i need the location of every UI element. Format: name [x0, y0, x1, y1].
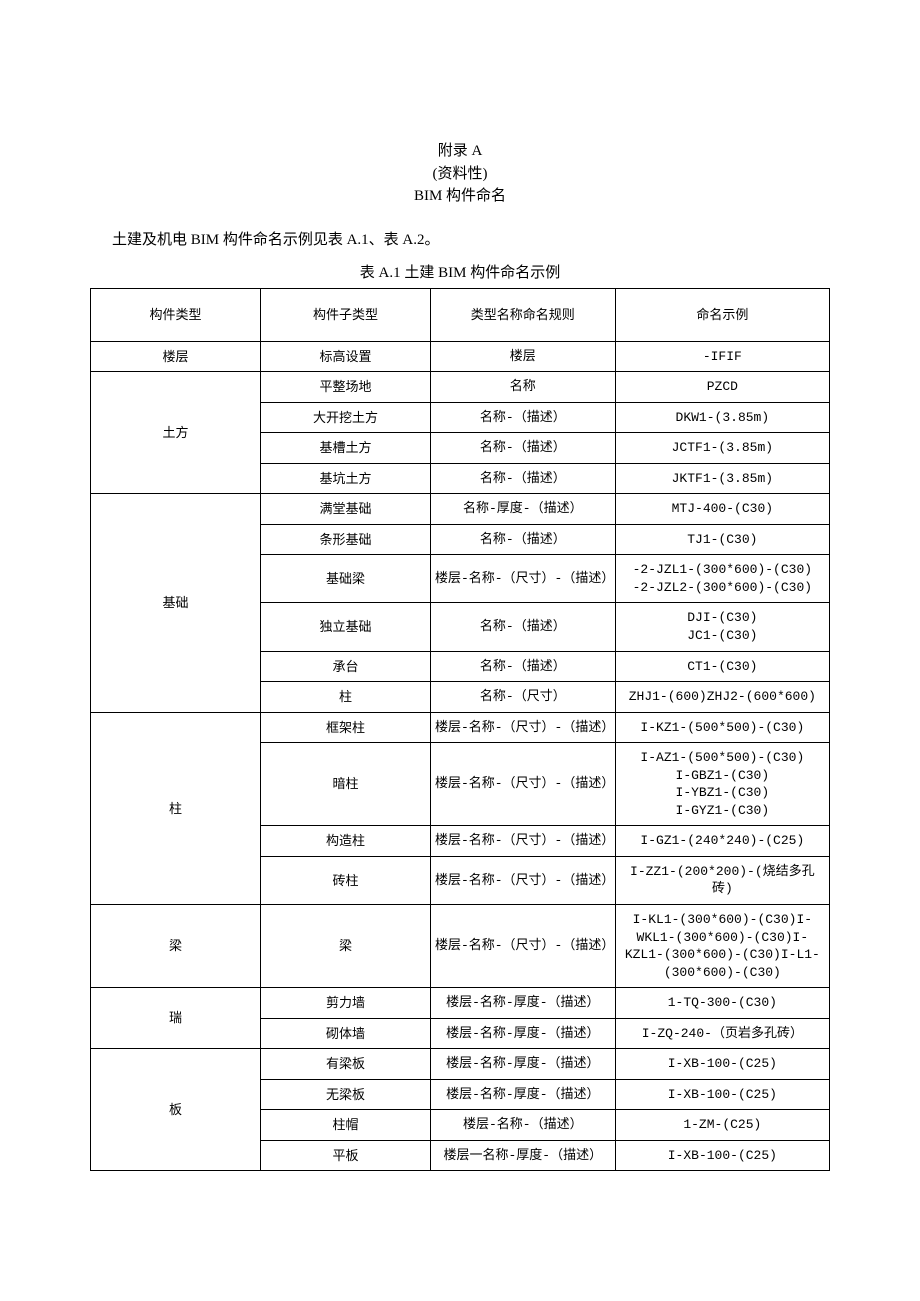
- col-header-example: 命名示例: [615, 288, 829, 341]
- cell-rule: 楼层-名称-（描述）: [430, 1110, 615, 1141]
- table-caption: 表 A.1 土建 BIM 构件命名示例: [90, 261, 830, 282]
- cell-example: DJI-(C30) JC1-(C30): [615, 603, 829, 651]
- cell-example: I-XB-100-(C25): [615, 1079, 829, 1110]
- cell-rule: 名称-（描述）: [430, 524, 615, 555]
- intro-text: 土建及机电 BIM 构件命名示例见表 A.1、表 A.2。: [112, 228, 830, 249]
- cell-subtype: 框架柱: [260, 712, 430, 743]
- cell-subtype: 满堂基础: [260, 494, 430, 525]
- cell-rule: 名称: [430, 372, 615, 403]
- header-line-3: BIM 构件命名: [90, 185, 830, 208]
- cell-example: I-ZZ1-(200*200)-(烧结多孔砖): [615, 856, 829, 904]
- appendix-header: 附录 A (资料性) BIM 构件命名: [90, 140, 830, 208]
- cell-rule: 名称-（描述）: [430, 463, 615, 494]
- table-row: 楼层标高设置楼层-IFIF: [91, 341, 830, 372]
- cell-example: I-ZQ-240-（页岩多孔砖）: [615, 1018, 829, 1049]
- cell-example: I-XB-100-(C25): [615, 1140, 829, 1171]
- cell-example: 1-TQ-300-(C30): [615, 988, 829, 1019]
- table-row: 柱框架柱楼层-名称-（尺寸）-（描述）I-KZ1-(500*500)-(C30): [91, 712, 830, 743]
- cell-type: 柱: [91, 712, 261, 904]
- cell-subtype: 条形基础: [260, 524, 430, 555]
- cell-rule: 名称-厚度-（描述）: [430, 494, 615, 525]
- cell-example: JKTF1-(3.85m): [615, 463, 829, 494]
- cell-type: 基础: [91, 494, 261, 712]
- cell-example: CT1-(C30): [615, 651, 829, 682]
- cell-subtype: 剪力墙: [260, 988, 430, 1019]
- cell-subtype: 砖柱: [260, 856, 430, 904]
- cell-example: I-AZ1-(500*500)-(C30) I-GBZ1-(C30) I-YBZ…: [615, 743, 829, 826]
- cell-example: ZHJ1-(600)ZHJ2-(600*600): [615, 682, 829, 713]
- table-row: 板有梁板楼层-名称-厚度-（描述）I-XB-100-(C25): [91, 1049, 830, 1080]
- cell-rule: 楼层-名称-（尺寸）-（描述）: [430, 826, 615, 857]
- col-header-subtype: 构件子类型: [260, 288, 430, 341]
- cell-example: I-XB-100-(C25): [615, 1049, 829, 1080]
- cell-subtype: 柱: [260, 682, 430, 713]
- cell-rule: 楼层: [430, 341, 615, 372]
- table-row: 瑞剪力墙楼层-名称-厚度-（描述）1-TQ-300-(C30): [91, 988, 830, 1019]
- cell-rule: 楼层-名称-厚度-（描述）: [430, 1079, 615, 1110]
- cell-subtype: 基槽土方: [260, 433, 430, 464]
- cell-example: -IFIF: [615, 341, 829, 372]
- cell-subtype: 柱帽: [260, 1110, 430, 1141]
- cell-subtype: 构造柱: [260, 826, 430, 857]
- cell-rule: 楼层-名称-（尺寸）-（描述）: [430, 856, 615, 904]
- cell-subtype: 有梁板: [260, 1049, 430, 1080]
- cell-example: MTJ-400-(C30): [615, 494, 829, 525]
- cell-rule: 名称-（尺寸）: [430, 682, 615, 713]
- cell-rule: 楼层-名称-（尺寸）-（描述）: [430, 712, 615, 743]
- header-line-1: 附录 A: [90, 140, 830, 163]
- cell-rule: 名称-（描述）: [430, 402, 615, 433]
- cell-subtype: 平整场地: [260, 372, 430, 403]
- cell-rule: 楼层-名称-厚度-（描述）: [430, 1049, 615, 1080]
- cell-rule: 楼层-名称-厚度-（描述）: [430, 1018, 615, 1049]
- cell-example: I-KL1-(300*600)-(C30)I-WKL1-(300*600)-(C…: [615, 904, 829, 987]
- cell-example: PZCD: [615, 372, 829, 403]
- col-header-rule: 类型名称命名规则: [430, 288, 615, 341]
- cell-example: I-GZ1-(240*240)-(C25): [615, 826, 829, 857]
- cell-rule: 楼层-名称-（尺寸）-（描述）: [430, 555, 615, 603]
- table-header-row: 构件类型 构件子类型 类型名称命名规则 命名示例: [91, 288, 830, 341]
- table-row: 梁梁楼层-名称-（尺寸）-（描述）I-KL1-(300*600)-(C30)I-…: [91, 904, 830, 987]
- cell-example: JCTF1-(3.85m): [615, 433, 829, 464]
- col-header-type: 构件类型: [91, 288, 261, 341]
- cell-subtype: 无梁板: [260, 1079, 430, 1110]
- cell-rule: 楼层-名称-（尺寸）-（描述）: [430, 743, 615, 826]
- cell-example: 1-ZM-(C25): [615, 1110, 829, 1141]
- cell-subtype: 标高设置: [260, 341, 430, 372]
- cell-subtype: 承台: [260, 651, 430, 682]
- table-row: 基础满堂基础名称-厚度-（描述）MTJ-400-(C30): [91, 494, 830, 525]
- cell-example: I-KZ1-(500*500)-(C30): [615, 712, 829, 743]
- cell-subtype: 独立基础: [260, 603, 430, 651]
- cell-example: TJ1-(C30): [615, 524, 829, 555]
- cell-type: 楼层: [91, 341, 261, 372]
- cell-type: 瑞: [91, 988, 261, 1049]
- cell-type: 板: [91, 1049, 261, 1171]
- cell-rule: 名称-（描述）: [430, 651, 615, 682]
- cell-subtype: 暗柱: [260, 743, 430, 826]
- cell-subtype: 梁: [260, 904, 430, 987]
- cell-subtype: 基础梁: [260, 555, 430, 603]
- cell-subtype: 砌体墙: [260, 1018, 430, 1049]
- cell-rule: 名称-（描述）: [430, 433, 615, 464]
- cell-subtype: 大开挖土方: [260, 402, 430, 433]
- table-row: 土方平整场地名称PZCD: [91, 372, 830, 403]
- cell-rule: 楼层一名称-厚度-（描述）: [430, 1140, 615, 1171]
- cell-type: 土方: [91, 372, 261, 494]
- cell-type: 梁: [91, 904, 261, 987]
- cell-rule: 名称-（描述）: [430, 603, 615, 651]
- cell-subtype: 平板: [260, 1140, 430, 1171]
- naming-table: 构件类型 构件子类型 类型名称命名规则 命名示例 楼层标高设置楼层-IFIF土方…: [90, 288, 830, 1172]
- cell-subtype: 基坑土方: [260, 463, 430, 494]
- cell-rule: 楼层-名称-（尺寸）-（描述）: [430, 904, 615, 987]
- cell-example: DKW1-(3.85m): [615, 402, 829, 433]
- cell-example: -2-JZL1-(300*600)-(C30) -2-JZL2-(300*600…: [615, 555, 829, 603]
- document-page: 附录 A (资料性) BIM 构件命名 土建及机电 BIM 构件命名示例见表 A…: [0, 0, 920, 1231]
- cell-rule: 楼层-名称-厚度-（描述）: [430, 988, 615, 1019]
- header-line-2: (资料性): [90, 163, 830, 186]
- table-body: 楼层标高设置楼层-IFIF土方平整场地名称PZCD大开挖土方名称-（描述）DKW…: [91, 341, 830, 1171]
